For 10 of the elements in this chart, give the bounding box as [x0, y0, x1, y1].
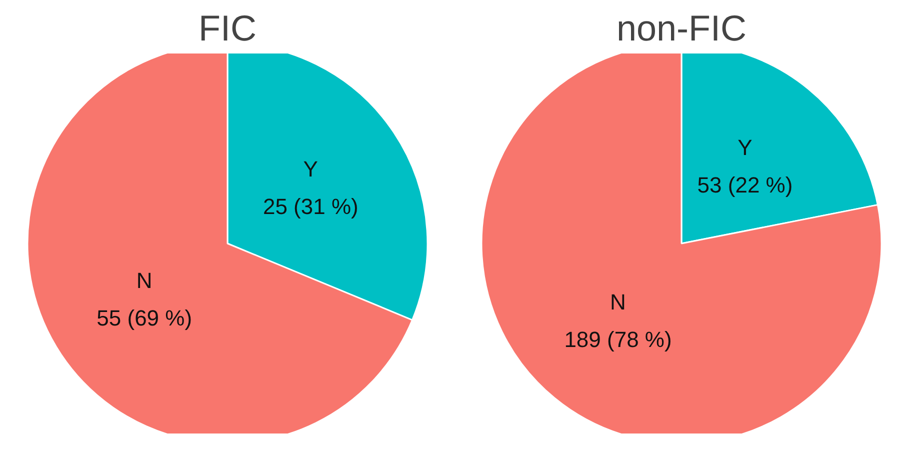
- data-label: 55 (69 %): [96, 305, 192, 330]
- slice-label: Y: [303, 156, 318, 182]
- data-label: 25 (31 %): [262, 194, 358, 220]
- data-label: 53 (22 %): [697, 172, 793, 198]
- slice-label: N: [610, 290, 626, 314]
- data-label: 189 (78 %): [564, 327, 672, 352]
- chart-title: non-FIC: [616, 8, 747, 48]
- chart-title: FIC: [198, 8, 257, 48]
- slice-label: N: [136, 268, 152, 293]
- slice-label: Y: [738, 135, 753, 160]
